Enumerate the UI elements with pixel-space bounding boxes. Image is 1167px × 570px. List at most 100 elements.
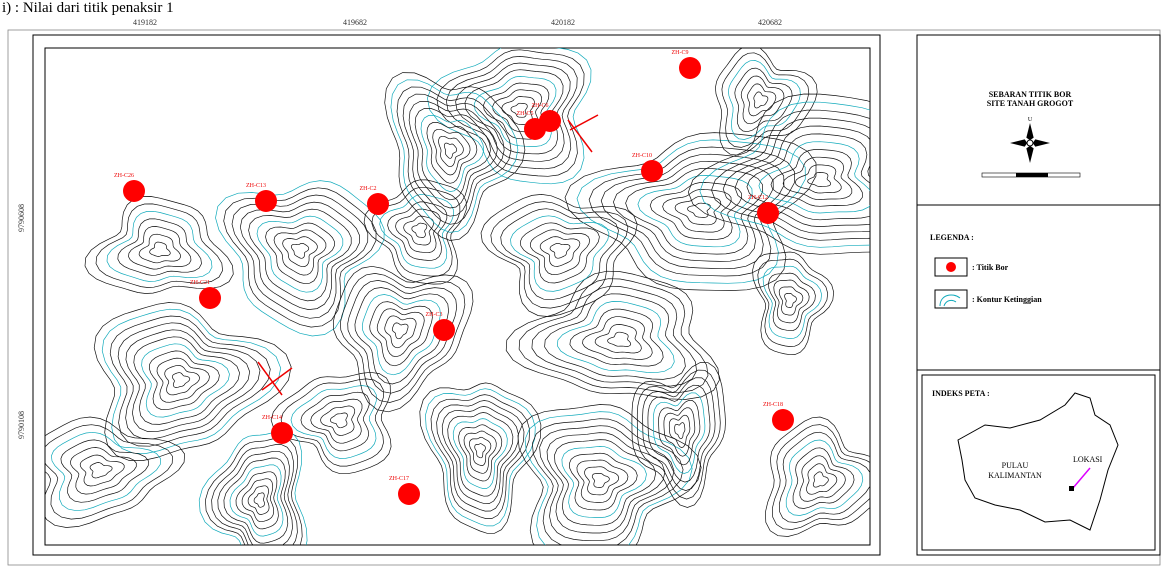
grid-label: 9790608 [17,204,26,232]
contour-line [647,384,711,483]
section-lines [257,114,599,396]
contour-line [363,179,467,285]
borehole-label: ZH-C10 [632,153,652,159]
panel-subtitle: SITE TANAH GROGOT [987,99,1074,108]
contour-line [784,293,797,308]
caption: i) : Nilai dari titik penaksir 1 [2,0,174,16]
contour-line [354,287,449,385]
contour-line [500,208,619,301]
compass [1010,123,1050,163]
contour-line [722,117,870,234]
contour-line [60,439,149,503]
contour-line [758,141,870,214]
contour-line [637,175,753,248]
contour-line [539,236,581,267]
contour-line [211,444,298,545]
contour-line [812,471,829,488]
contour-line [464,69,564,155]
index-title: INDEKS PETA : [932,389,990,398]
contour-line [141,343,230,418]
north-label: U [1028,117,1033,123]
contour-line [396,86,512,225]
contour-line [576,459,629,503]
contour-line [125,329,251,433]
contour-line [658,399,701,466]
borehole [367,193,389,215]
contour-line [556,301,675,374]
contour-line [463,430,497,474]
contour-line [510,102,528,118]
borehole [255,190,277,212]
contour-line [734,67,793,133]
contour-line [778,286,804,316]
borehole-label: ZH-C17 [389,476,409,482]
contour-line [156,357,210,403]
contour-line [402,93,505,217]
contour-line [674,195,722,226]
island-label: KALIMANTAN [988,471,1042,480]
contour-line [70,447,137,495]
contour-line [785,439,864,516]
contour-line [546,432,666,534]
contour-line [133,336,240,425]
contours [45,48,870,545]
contour-line [128,226,192,270]
contour-line [564,132,817,291]
contour-line [517,404,702,545]
location-marker [1069,486,1074,491]
contour-line [391,322,409,340]
contour-line [265,222,335,285]
contour-line [792,447,855,509]
borehole [641,160,663,182]
location-arrow [1072,467,1091,489]
contour-line [746,133,870,221]
contour-line [631,362,726,508]
contour-line [347,280,458,394]
contour-line [340,273,466,403]
borehole-label: ZH-C9 [672,50,689,56]
contour-line [109,315,271,447]
contour-line [84,196,234,294]
contour-line [89,462,113,479]
contour-line [361,294,441,376]
contour-line [369,301,433,367]
contour-line [290,385,377,459]
contour-line [510,215,610,292]
contour-line [721,52,810,148]
contour-line [436,400,525,512]
contour-line [591,473,610,488]
contour-line [390,79,519,233]
contour-line [447,412,514,497]
legend-swatch [934,289,968,309]
borehole-label: ZH-C6 [532,103,549,109]
contour-line [772,424,870,530]
borehole-label: ZH-C2 [360,186,377,192]
index-frame [921,374,1156,551]
contour-line [762,265,822,339]
contour-line [45,416,185,528]
contour-line [51,431,161,512]
contour-line [332,265,474,413]
contour-line [148,350,220,411]
contour-line [752,251,835,356]
contour-line [172,372,191,388]
contour-line [687,93,870,255]
borehole [772,409,794,431]
contour-line [554,439,657,526]
borehole-label: ZH-C14 [262,415,282,421]
borehole [398,483,420,505]
contour-line [384,315,417,349]
borehole [271,422,293,444]
contour-line [740,75,785,125]
contour-line [256,215,344,293]
contour-line [458,424,503,482]
borehole-label: ZH-C5 [517,111,534,117]
contour-line [387,201,448,261]
legend-contour [939,294,961,307]
borehole-label: ZH-C26 [114,173,134,179]
grid-label: 419182 [133,18,157,27]
contour-line [699,101,870,248]
contour-line [569,308,664,367]
contour-line [445,56,578,170]
